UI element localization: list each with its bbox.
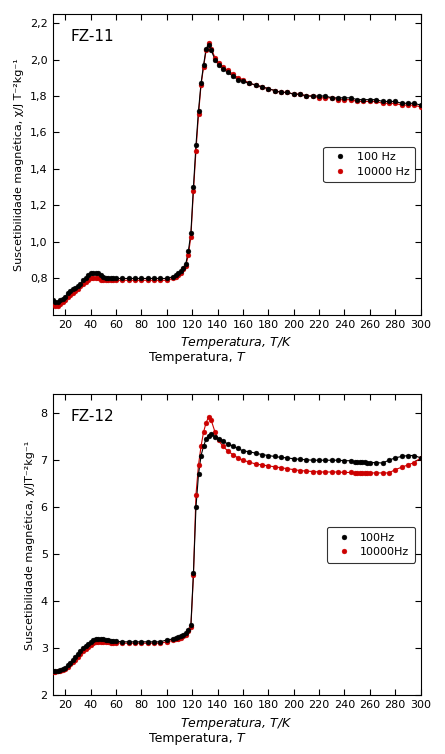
- 100Hz: [170, 634, 176, 643]
- 10000Hz: [96, 637, 101, 646]
- 10000 Hz: [193, 146, 198, 155]
- X-axis label: Temperatura, $T$/K: Temperatura, $T$/K: [180, 336, 293, 351]
- 10000 Hz: [88, 274, 93, 283]
- 100 Hz: [50, 296, 55, 305]
- 100Hz: [73, 652, 78, 661]
- 100Hz: [78, 646, 83, 655]
- 100 Hz: [193, 141, 198, 150]
- Text: Temperatura,: Temperatura,: [149, 351, 237, 364]
- Line: 100 Hz: 100 Hz: [50, 42, 423, 305]
- 100Hz: [418, 453, 423, 462]
- 10000 Hz: [206, 38, 211, 48]
- 100 Hz: [88, 268, 93, 277]
- 10000 Hz: [126, 276, 131, 285]
- Text: T: T: [237, 731, 244, 744]
- 100 Hz: [53, 298, 58, 307]
- 10000 Hz: [418, 103, 423, 112]
- 10000Hz: [206, 412, 211, 421]
- Legend: 100 Hz, 10000 Hz: 100 Hz, 10000 Hz: [324, 146, 415, 182]
- 10000 Hz: [50, 299, 55, 308]
- 10000Hz: [364, 468, 370, 477]
- Text: FZ-12: FZ-12: [71, 409, 114, 425]
- Text: Temperatura,: Temperatura,: [149, 731, 237, 744]
- 10000 Hz: [53, 302, 58, 311]
- 100Hz: [209, 430, 214, 439]
- 100 Hz: [418, 100, 423, 109]
- 100 Hz: [120, 274, 125, 283]
- 100 Hz: [399, 99, 404, 108]
- 10000Hz: [198, 442, 204, 451]
- 10000 Hz: [120, 276, 125, 285]
- Y-axis label: Suscetibilidade magnética, χ/JT⁻²kg⁻¹: Suscetibilidade magnética, χ/JT⁻²kg⁻¹: [24, 440, 35, 649]
- 10000Hz: [73, 655, 78, 664]
- 10000Hz: [170, 636, 176, 645]
- Text: FZ-11: FZ-11: [71, 29, 114, 44]
- 100 Hz: [126, 274, 131, 283]
- 10000 Hz: [399, 100, 404, 109]
- 10000Hz: [418, 453, 423, 462]
- 100Hz: [364, 458, 370, 467]
- Line: 100Hz: 100Hz: [50, 432, 423, 673]
- 100Hz: [96, 634, 101, 643]
- Y-axis label: Suscetibilidade magnética, χ/J T⁻²kg⁻¹: Suscetibilidade magnética, χ/J T⁻²kg⁻¹: [14, 58, 24, 271]
- 100 Hz: [145, 274, 150, 283]
- 10000Hz: [78, 649, 83, 658]
- 100Hz: [50, 667, 55, 676]
- Legend: 100Hz, 10000Hz: 100Hz, 10000Hz: [327, 527, 415, 562]
- 100Hz: [198, 451, 204, 460]
- Line: 10000Hz: 10000Hz: [50, 415, 423, 674]
- Line: 10000 Hz: 10000 Hz: [50, 41, 423, 308]
- 10000Hz: [50, 667, 55, 676]
- Text: T: T: [237, 351, 244, 364]
- X-axis label: Temperatura, $T$/K: Temperatura, $T$/K: [180, 716, 293, 732]
- 10000 Hz: [145, 276, 150, 285]
- 100 Hz: [206, 41, 211, 50]
